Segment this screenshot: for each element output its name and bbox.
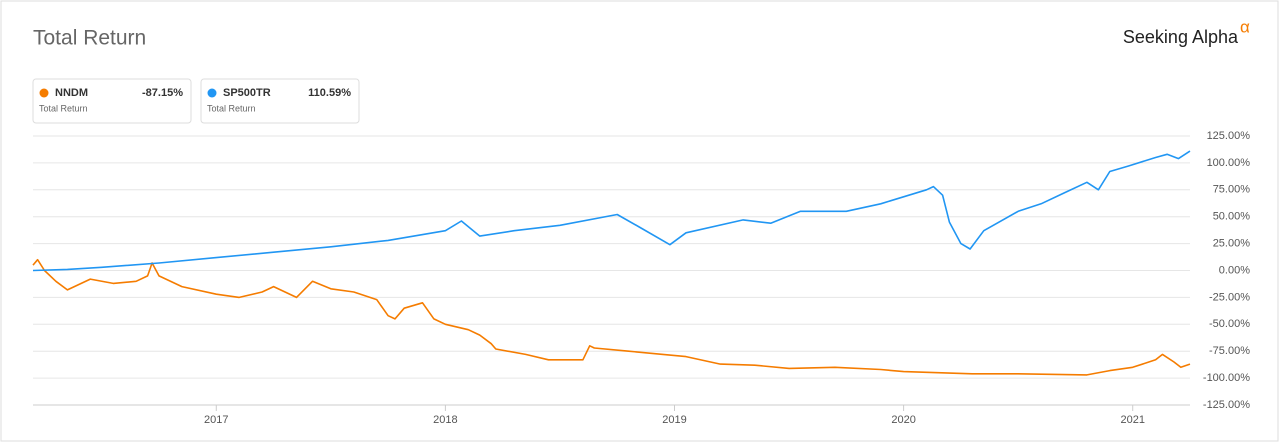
x-tick-label: 2021 — [1120, 414, 1144, 426]
legend-name: NNDM — [55, 87, 88, 99]
y-tick-label: -25.00% — [1209, 291, 1250, 303]
chart-title: Total Return — [33, 27, 146, 50]
y-tick-label: 125.00% — [1207, 130, 1251, 142]
x-tick-label: 2019 — [662, 414, 686, 426]
y-tick-label: -100.00% — [1203, 372, 1250, 384]
y-tick-label: 25.00% — [1213, 238, 1251, 250]
legend-swatch — [207, 88, 217, 98]
legend-subtitle: Total Return — [207, 103, 256, 113]
y-tick-label: -75.00% — [1209, 345, 1250, 357]
brand-mark: α — [1240, 17, 1250, 36]
x-tick-label: 2020 — [891, 414, 915, 426]
y-tick-label: -125.00% — [1203, 399, 1250, 411]
y-tick-label: 50.00% — [1213, 211, 1251, 223]
legend-name: SP500TR — [223, 87, 271, 99]
legend-box[interactable] — [32, 78, 192, 124]
x-tick-label: 2018 — [433, 414, 457, 426]
y-tick-label: 75.00% — [1213, 184, 1251, 196]
x-tick-label: 2017 — [204, 414, 228, 426]
y-tick-label: -50.00% — [1209, 318, 1250, 330]
brand: Seeking Alpha — [1123, 27, 1239, 47]
legend-value: -87.15% — [142, 87, 183, 99]
y-tick-label: 100.00% — [1207, 157, 1251, 169]
series-line — [32, 150, 1191, 272]
legend-box[interactable] — [200, 78, 360, 124]
y-tick-label: 0.00% — [1219, 264, 1250, 276]
legend-swatch — [39, 88, 49, 98]
legend-subtitle: Total Return — [39, 103, 88, 113]
legend-value: 110.59% — [308, 87, 351, 99]
